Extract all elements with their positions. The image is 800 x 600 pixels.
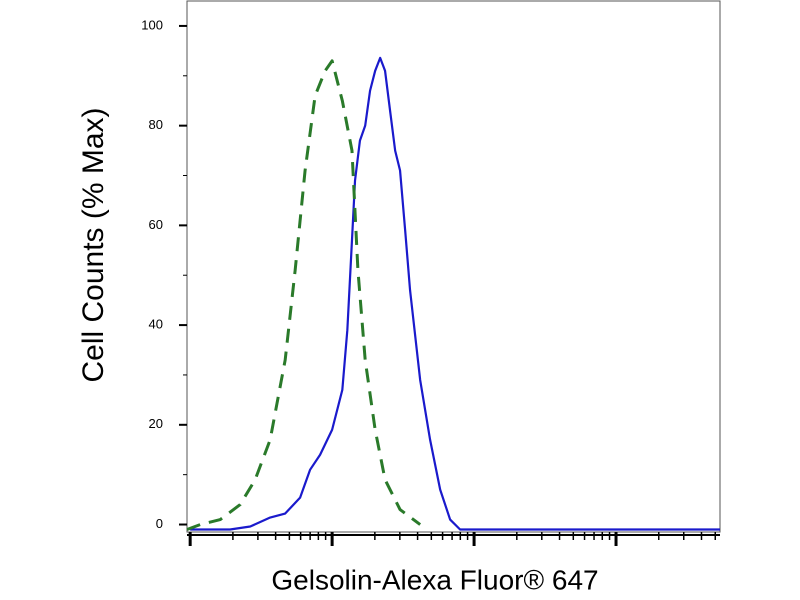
y-tick-label: 20 [149,416,163,431]
y-tick-label: 60 [149,217,163,232]
y-tick-label: 80 [149,117,163,132]
y-axis-label: Cell Counts (% Max) [77,107,110,382]
histogram-line [186,59,422,531]
histogram-line [190,56,720,531]
y-tick-label: 40 [149,317,163,332]
x-axis-label: Gelsolin-Alexa Fluor® 647 [271,564,598,595]
y-tick-label: 100 [141,17,163,32]
y-tick-label: 0 [156,516,163,531]
plot-frame [186,0,721,533]
